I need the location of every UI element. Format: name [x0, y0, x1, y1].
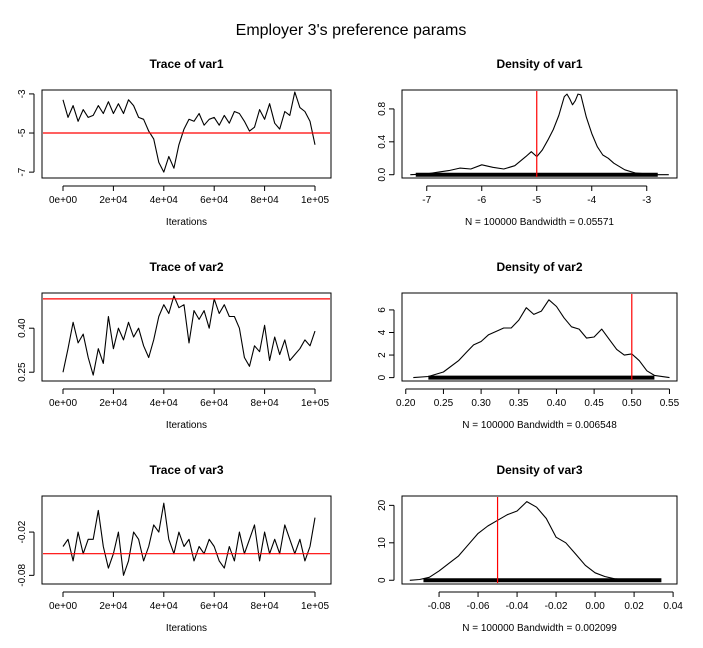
x-tick-label: 0e+00	[49, 398, 78, 409]
x-tick-label: 6e+04	[200, 398, 229, 409]
panel-title: Trace of var3	[149, 463, 223, 477]
y-tick-label: 2	[377, 352, 388, 358]
x-tick-label: 0.00	[585, 601, 605, 612]
y-tick-label: -0.02	[17, 520, 28, 543]
x-tick-label: 6e+04	[200, 601, 229, 612]
panel-2: Density of var1 -7 -6 -5 -4 -3 0.0 0.4 0.8 N = 10…	[377, 57, 678, 228]
x-tick-label: -0.04	[506, 601, 529, 612]
plot-area	[43, 295, 330, 376]
trace-line	[62, 502, 316, 576]
trace-line	[62, 295, 316, 376]
plot-frame	[401, 89, 678, 179]
x-tick-label: 8e+04	[251, 398, 280, 409]
x-tick-label: -7	[422, 195, 431, 206]
density-curve	[413, 299, 670, 379]
panel-3: Trace of var2 0e+00 2e+04 4e+04 6e+04 8e+04 1e…	[17, 260, 332, 431]
y-tick-label: 0	[377, 374, 388, 380]
x-tick-label: 0e+00	[49, 601, 78, 612]
plot-frame	[41, 292, 332, 382]
panel-title: Trace of var2	[149, 260, 223, 274]
density-curve	[409, 501, 654, 581]
y-tick-label: 0.40	[17, 318, 28, 338]
y-tick-label: -3	[17, 89, 28, 98]
plot-area	[409, 497, 662, 583]
y-tick-label: 20	[377, 499, 388, 511]
plot-area	[43, 91, 330, 173]
x-tick-label: 4e+04	[150, 195, 179, 206]
x-tick-label: 0.04	[663, 601, 683, 612]
panel-4: Density of var2 0.20 0.25 0.30 0.35 0.40 0.45 0…	[377, 260, 680, 431]
x-tick-label: 0.25	[434, 398, 454, 409]
x-tick-label: 0.40	[547, 398, 567, 409]
panel-5: Trace of var3 0e+00 2e+04 4e+04 6e+04 8e+04 1e…	[17, 463, 332, 634]
plot-frame	[41, 89, 332, 179]
x-tick-label: 0.35	[509, 398, 529, 409]
x-tick-label: -0.06	[467, 601, 490, 612]
x-tick-label: 0.20	[396, 398, 416, 409]
x-tick-label: 0.30	[471, 398, 491, 409]
x-tick-label: 8e+04	[251, 195, 280, 206]
panel-title: Density of var3	[496, 463, 582, 477]
x-tick-label: -0.08	[428, 601, 451, 612]
x-tick-label: 1e+05	[301, 601, 330, 612]
x-axis-title: Iterations	[166, 217, 207, 228]
x-tick-label: 0.02	[624, 601, 644, 612]
density-curve	[410, 93, 669, 176]
x-axis-title: Iterations	[166, 623, 207, 634]
x-tick-label: -6	[477, 195, 486, 206]
plot-frame	[401, 292, 678, 382]
plot-area	[410, 91, 669, 177]
y-tick-label: 0.8	[377, 102, 388, 116]
panel-title: Density of var2	[496, 260, 582, 274]
x-tick-label: 4e+04	[150, 398, 179, 409]
x-tick-label: 0e+00	[49, 195, 78, 206]
plot-frame	[41, 495, 332, 585]
y-tick-label: 0	[377, 577, 388, 583]
y-tick-label: -5	[17, 128, 28, 137]
x-tick-label: -0.02	[545, 601, 568, 612]
figure-title: Employer 3's preference params	[236, 22, 467, 39]
y-tick-label: 0.4	[377, 134, 388, 148]
x-tick-label: 2e+04	[99, 398, 128, 409]
panel-title: Density of var1	[496, 57, 582, 71]
y-tick-label: 0.25	[17, 362, 28, 382]
x-tick-label: 0.55	[660, 398, 680, 409]
x-tick-label: -4	[587, 195, 596, 206]
y-tick-label: -0.08	[17, 564, 28, 587]
x-axis-title: N = 100000 Bandwidth = 0.002099	[462, 623, 617, 634]
panel-title: Trace of var1	[149, 57, 223, 71]
x-tick-label: 8e+04	[251, 601, 280, 612]
x-axis-title: N = 100000 Bandwidth = 0.006548	[462, 420, 617, 431]
x-tick-label: 1e+05	[301, 195, 330, 206]
x-tick-label: 2e+04	[99, 601, 128, 612]
x-tick-label: 4e+04	[150, 601, 179, 612]
y-tick-label: 0.0	[377, 167, 388, 181]
y-tick-label: 4	[377, 329, 388, 335]
panel-6: Density of var3 -0.08 -0.06 -0.04 -0.02 0.00 0…	[377, 463, 683, 634]
x-axis-title: Iterations	[166, 420, 207, 431]
y-tick-label: 10	[377, 537, 388, 549]
x-tick-label: 0.45	[584, 398, 604, 409]
x-tick-label: 6e+04	[200, 195, 229, 206]
x-tick-label: 0.50	[622, 398, 642, 409]
plot-area	[43, 502, 330, 576]
panel-1: Trace of var1 0e+00 2e+04 4e+04 6e+04 8e+04 1e…	[17, 57, 332, 228]
x-tick-label: -5	[532, 195, 541, 206]
x-tick-label: 1e+05	[301, 398, 330, 409]
trace-line	[62, 91, 316, 173]
x-tick-label: 2e+04	[99, 195, 128, 206]
plot-area	[413, 294, 670, 380]
y-tick-label: -7	[17, 167, 28, 176]
plot-frame	[401, 495, 678, 585]
y-tick-label: 6	[377, 307, 388, 313]
x-tick-label: -3	[642, 195, 651, 206]
x-axis-title: N = 100000 Bandwidth = 0.05571	[465, 217, 614, 228]
